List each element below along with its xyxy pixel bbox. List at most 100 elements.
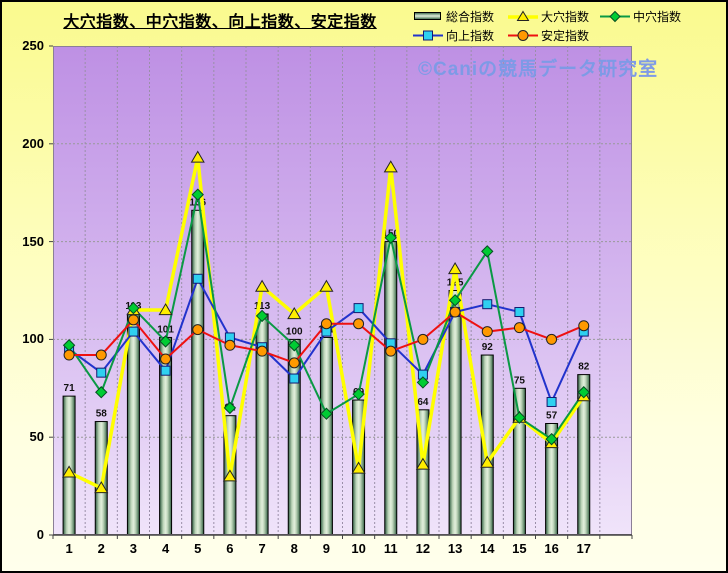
y-tick-label: 100 [22, 331, 44, 347]
data-marker-square [546, 396, 557, 407]
data-marker-square [289, 373, 300, 384]
bar [287, 338, 301, 536]
data-marker-square [482, 299, 493, 310]
data-marker-diamond [95, 386, 108, 399]
data-marker-triangle [62, 465, 77, 478]
data-marker-circle [353, 318, 365, 330]
data-marker-circle [417, 333, 429, 345]
data-marker-square [96, 367, 107, 378]
data-marker-circle [256, 345, 268, 357]
data-marker-diamond [127, 301, 140, 315]
data-marker-diamond [320, 407, 333, 420]
data-marker-square [160, 365, 171, 376]
legend-item-ooana: 大穴指数 [508, 9, 590, 24]
x-tick-label: 13 [447, 541, 463, 556]
data-marker-diamond [352, 387, 365, 401]
data-marker-circle [513, 322, 525, 334]
data-marker-circle [160, 353, 172, 365]
chart-plot-area: 7158113101166611131001016915064125927557… [49, 45, 633, 539]
data-marker-triangle [448, 261, 463, 275]
y-tick-label: 0 [36, 527, 44, 542]
y-tick-label: 50 [29, 429, 44, 445]
bar [191, 209, 205, 536]
data-marker-square [353, 303, 364, 314]
data-marker-diamond [481, 245, 494, 258]
legend-label: 中穴指数 [633, 9, 682, 24]
data-marker-square [514, 307, 525, 318]
legend-item-chuuana: 中穴指数 [600, 9, 682, 24]
bar-label: 57 [546, 411, 558, 422]
data-marker-circle [320, 318, 332, 330]
data-marker-triangle [94, 481, 109, 494]
data-marker-circle [224, 339, 236, 351]
data-marker-triangle [287, 306, 302, 320]
x-tick-label: 3 [129, 541, 138, 556]
data-marker-circle [385, 345, 397, 357]
data-marker-diamond [577, 386, 590, 399]
x-tick-label: 2 [97, 541, 105, 556]
data-marker-circle [449, 306, 461, 318]
legend-item-koujou: 向上指数 [413, 28, 494, 43]
data-marker-diamond [416, 376, 430, 389]
bar-label: 75 [514, 375, 526, 386]
data-marker-square [128, 326, 139, 337]
x-tick-label: 7 [258, 541, 266, 556]
x-tick-label: 9 [322, 541, 331, 556]
legend-label: 大穴指数 [541, 9, 590, 24]
data-marker-diamond [513, 411, 526, 424]
data-marker-circle [95, 349, 107, 361]
bar [126, 313, 140, 536]
bar-label: 92 [482, 342, 494, 353]
data-marker-diamond [255, 309, 269, 323]
data-marker-triangle [158, 303, 173, 316]
bar-label: 58 [96, 409, 108, 420]
data-marker-circle [546, 333, 558, 345]
data-marker-triangle [480, 455, 495, 468]
data-marker-diamond [545, 432, 558, 446]
legend-item-sougou: 総合指数 [413, 9, 495, 24]
legend-item-antei: 安定指数 [508, 28, 590, 43]
x-tick-label: 15 [512, 541, 527, 556]
data-marker-triangle [190, 150, 205, 163]
bar [448, 290, 462, 536]
data-marker-diamond [223, 401, 237, 415]
y-tick-label: 200 [22, 135, 44, 151]
data-marker-diamond [191, 188, 204, 201]
bar [512, 387, 526, 536]
x-tick-label: 4 [161, 541, 170, 556]
data-marker-circle [192, 324, 204, 336]
data-marker-diamond [448, 294, 462, 307]
data-marker-circle [288, 357, 300, 369]
x-tick-label: 14 [480, 541, 495, 556]
bar-label: 101 [157, 324, 174, 335]
bar-label: 166 [189, 197, 206, 208]
x-tick-label: 12 [415, 541, 431, 556]
bar-swatch-icon [414, 12, 441, 20]
data-marker-diamond [384, 231, 397, 244]
diamond-marker-icon [600, 10, 630, 22]
chart-canvas: 7158113101166611131001016915064125927557… [49, 45, 633, 539]
legend-label: 安定指数 [541, 28, 590, 43]
data-marker-circle [578, 320, 590, 332]
data-marker-triangle [255, 279, 270, 292]
bar [319, 336, 333, 536]
x-tick-label: 10 [351, 541, 366, 556]
triangle-marker-icon [508, 10, 538, 21]
square-marker-icon [413, 30, 443, 40]
x-tick-label: 8 [290, 541, 298, 556]
legend-label: 総合指数 [446, 9, 495, 24]
bar [384, 241, 398, 536]
x-tick-label: 11 [383, 541, 398, 556]
circle-marker-icon [508, 29, 538, 41]
x-tick-label: 17 [576, 541, 591, 556]
data-marker-diamond [159, 335, 172, 348]
y-tick-label: 150 [22, 233, 44, 249]
watermark: ©Caniの競馬データ研究室 [418, 59, 659, 80]
bar-label: 100 [286, 326, 303, 337]
data-marker-circle [481, 326, 493, 338]
data-marker-circle [127, 314, 139, 326]
x-tick-label: 5 [194, 541, 202, 556]
data-marker-triangle [319, 279, 334, 292]
y-tick-label: 250 [22, 38, 44, 53]
